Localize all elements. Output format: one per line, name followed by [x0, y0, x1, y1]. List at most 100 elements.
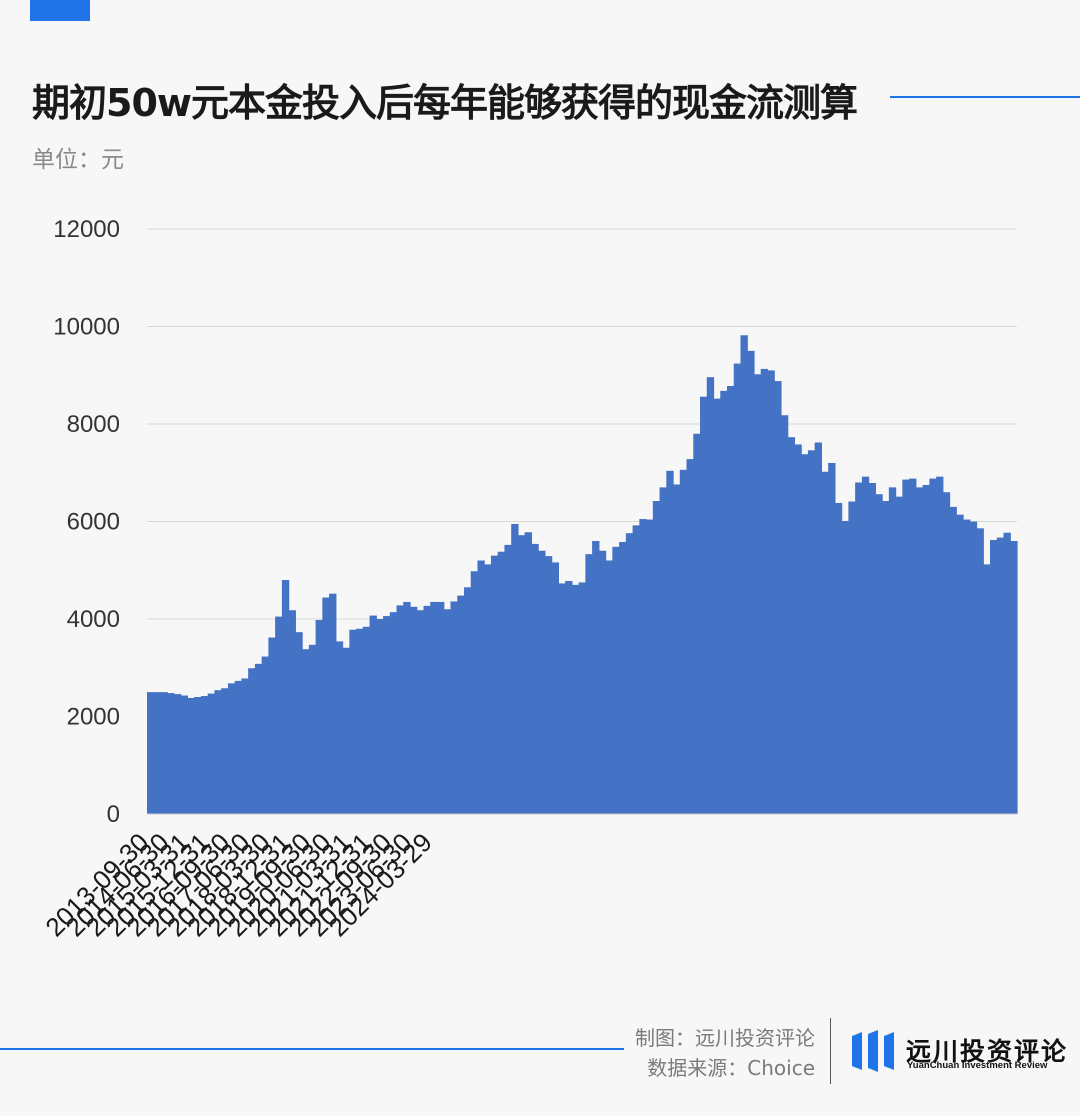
bar — [194, 697, 202, 814]
bar — [821, 471, 829, 814]
bar — [470, 571, 479, 814]
bar — [349, 629, 357, 814]
bar — [619, 541, 627, 814]
bar — [430, 601, 438, 814]
bar — [275, 616, 283, 814]
bar — [437, 601, 445, 814]
bar — [915, 487, 924, 815]
bar — [976, 528, 984, 814]
bar — [706, 377, 715, 814]
bar — [983, 564, 991, 814]
bar — [288, 610, 296, 814]
bar — [416, 610, 425, 814]
bar — [902, 479, 910, 814]
bar — [329, 593, 337, 814]
bar — [632, 525, 640, 814]
bar — [814, 442, 823, 814]
bar — [875, 494, 883, 814]
bar — [214, 690, 222, 814]
bar — [700, 396, 708, 814]
bar — [733, 363, 742, 814]
bar — [693, 433, 701, 814]
accent-block — [30, 0, 90, 21]
bar — [173, 694, 182, 814]
bar — [356, 628, 364, 814]
bar — [396, 605, 404, 814]
bar — [727, 385, 735, 814]
bar — [551, 562, 559, 814]
bar — [868, 482, 876, 814]
bar — [828, 463, 836, 814]
y-tick-label: 2000 — [67, 704, 120, 731]
bar — [679, 469, 688, 814]
y-tick-label: 10000 — [53, 314, 120, 341]
bar — [544, 556, 553, 814]
bar-chart: 0 2000 4000 6000 8000 10000 12000 2013-09-3020… — [39, 216, 1018, 942]
bar — [241, 678, 249, 814]
title-rule — [890, 96, 1080, 98]
credit-source: 数据来源：Choice — [647, 1056, 815, 1080]
bar — [538, 550, 546, 814]
bar — [504, 544, 512, 814]
bar — [990, 540, 998, 814]
chart-title: 期初50w元本金投入后每年能够获得的现金流测算 — [32, 81, 858, 125]
y-tick-label: 8000 — [67, 411, 120, 438]
bar — [578, 582, 586, 814]
bar — [673, 484, 681, 814]
bar — [1010, 541, 1018, 814]
bar — [605, 560, 613, 814]
bar — [335, 641, 344, 814]
bar — [463, 587, 472, 814]
bar — [227, 683, 236, 814]
bar — [659, 487, 667, 815]
bar — [780, 415, 789, 814]
y-tick-label: 6000 — [67, 509, 120, 536]
bar — [180, 695, 189, 814]
bar — [713, 398, 721, 814]
bottom-rule — [0, 1048, 624, 1050]
bar — [443, 609, 452, 814]
bar — [652, 501, 661, 814]
bar — [558, 583, 566, 814]
bar — [565, 580, 573, 814]
bar — [477, 560, 485, 814]
bar — [383, 616, 391, 814]
bar — [167, 693, 175, 814]
bar — [646, 519, 654, 814]
bar — [949, 506, 957, 815]
bar — [909, 478, 917, 814]
bar — [956, 514, 964, 814]
bar — [524, 532, 533, 814]
bar — [922, 484, 930, 814]
bar — [160, 692, 168, 815]
bar — [612, 546, 620, 814]
bar — [774, 381, 782, 814]
bar — [234, 680, 243, 814]
bar — [376, 619, 384, 814]
footer-separator — [830, 1018, 831, 1084]
y-axis-ticks: 0 2000 4000 6000 8000 10000 12000 — [53, 216, 120, 828]
unit-label: 单位：元 — [32, 147, 124, 173]
bar — [767, 370, 775, 815]
bar — [855, 482, 863, 814]
bar — [261, 656, 269, 814]
bar — [302, 649, 310, 814]
bar — [200, 696, 209, 814]
y-tick-label: 0 — [107, 801, 120, 828]
bar — [410, 606, 418, 814]
bar — [969, 521, 978, 814]
logo-text-cn: 远川投资评论 — [906, 1037, 1069, 1066]
bar — [248, 668, 256, 814]
x-axis-ticks: 2013-09-302014-06-302015-03-312015-12-31… — [39, 827, 438, 942]
bars — [147, 335, 1018, 815]
bar — [490, 555, 499, 815]
bar — [747, 350, 755, 815]
bar — [801, 454, 809, 814]
bar — [841, 521, 849, 814]
bar — [598, 550, 607, 814]
bar — [807, 450, 816, 814]
bar — [221, 688, 229, 814]
bar — [147, 692, 155, 815]
bar — [369, 615, 377, 814]
y-tick-label: 4000 — [67, 606, 120, 633]
